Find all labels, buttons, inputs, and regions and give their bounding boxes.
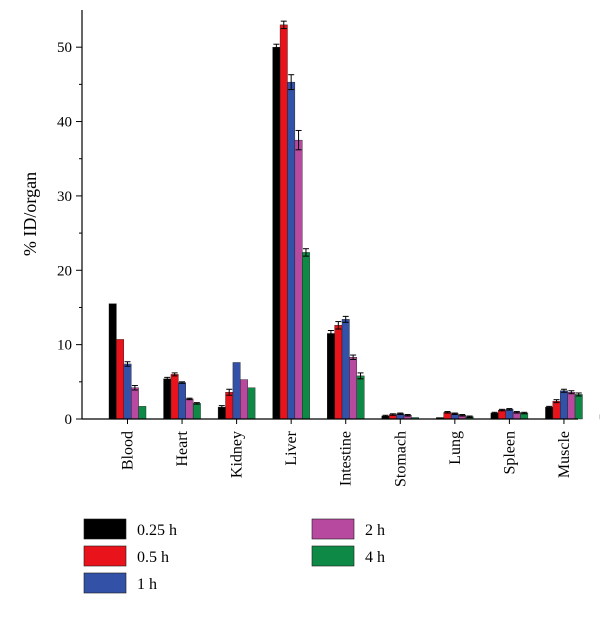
legend-swatch (83, 545, 127, 567)
x-category-label: Blood (120, 431, 137, 470)
legend-label: 1 h (137, 576, 157, 593)
y-tick-label: 10 (57, 338, 72, 354)
bar-heart-0-5-h (170, 374, 179, 420)
y-tick-label: 30 (57, 189, 72, 205)
bar-blood-4-h (138, 406, 147, 420)
bar-kidney-4-h (247, 387, 256, 420)
bar-spleen-1-h (505, 409, 514, 420)
y-tick-label: 50 (57, 40, 72, 56)
legend-swatch (311, 518, 355, 540)
legend-swatch (83, 572, 127, 594)
bar-heart-2-h (185, 398, 194, 420)
bar-muscle-0-25-h (545, 406, 554, 420)
bar-heart-1-h (178, 382, 186, 420)
axes-layer (81, 10, 578, 420)
x-category-label: Intestine (338, 431, 355, 486)
y-tick-label: 0 (65, 412, 73, 428)
bars-layer (108, 24, 600, 420)
bar-liver-0-5-h (279, 24, 288, 420)
bar-intestine-0-5-h (334, 325, 343, 420)
y-tick-label: 40 (57, 115, 72, 131)
bar-liver-2-h (294, 139, 303, 420)
legend-swatch (311, 545, 355, 567)
bar-liver-0-25-h (272, 46, 281, 420)
x-category-label: Muscle (556, 431, 573, 478)
bar-intestine-4-h (356, 375, 365, 420)
bar-intestine-1-h (341, 319, 350, 420)
legend-label: 4 h (365, 549, 385, 566)
error-bars-layer (124, 20, 582, 419)
bar-intestine-2-h (349, 357, 358, 420)
bar-kidney-2-h (240, 379, 248, 420)
bar-heart-4-h (192, 403, 201, 420)
bar-liver-1-h (287, 81, 296, 420)
bar-kidney-0-5-h (225, 392, 234, 420)
bar-muscle-1-h (560, 390, 568, 420)
bar-blood-1-h (123, 363, 132, 420)
bar-heart-0-25-h (163, 378, 172, 420)
y-tick-label: 20 (57, 263, 72, 279)
bar-muscle-4-h (574, 394, 583, 420)
bar-blood-0-5-h (116, 339, 125, 420)
bar-liver-4-h (302, 252, 310, 420)
bar-intestine-0-25-h (327, 333, 335, 420)
bar-muscle-2-h (567, 392, 576, 420)
legend-label: 0.5 h (137, 549, 169, 566)
y-ticks-layer: 0 10 20 30 40 50 (57, 40, 82, 428)
legend: 0.25 h 0.5 h 1 h 2 h 4 h (83, 518, 385, 594)
x-categories-layer: Blood Heart Kidney Liver Intestine Stomach Lun… (120, 419, 573, 487)
bar-blood-0-25-h (108, 303, 117, 420)
legend-label: 2 h (365, 522, 385, 539)
x-category-label: Heart (174, 430, 191, 466)
x-category-label: Liver (283, 430, 300, 465)
legend-label: 0.25 h (137, 522, 177, 539)
bar-kidney-1-h (232, 362, 241, 420)
x-category-label: Kidney (229, 431, 246, 478)
x-category-label: Spleen (501, 431, 518, 475)
bar-muscle-0-5-h (552, 400, 561, 420)
x-category-label: Stomach (392, 431, 409, 487)
x-category-label: Lung (447, 431, 464, 465)
bar-blood-2-h (130, 387, 139, 420)
bar-spleen-0-5-h (498, 409, 506, 420)
legend-swatch (83, 518, 127, 540)
y-axis-label: % ID/organ (20, 172, 40, 256)
